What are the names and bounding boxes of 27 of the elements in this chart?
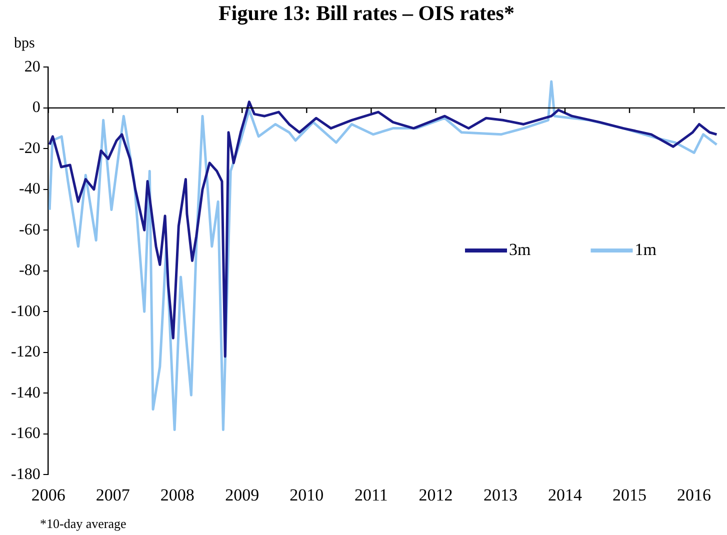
y-tick-label: -100 <box>11 302 40 320</box>
x-tick-label: 2013 <box>483 485 518 504</box>
y-tick-label: -140 <box>11 384 40 402</box>
x-tick-label: 2014 <box>548 485 582 504</box>
x-tick-label: 2016 <box>677 485 712 504</box>
text: *10-day average <box>40 516 126 531</box>
chart-title: Figure 13: Bill rates – OIS rates* <box>218 1 514 26</box>
legend-label: 1m <box>634 240 656 259</box>
y-tick-label: -160 <box>11 425 40 442</box>
y-tick-label: -60 <box>19 221 40 238</box>
y-tick-label: -20 <box>19 140 40 157</box>
x-tick-label: 2015 <box>612 485 647 504</box>
x-tick-label: 2007 <box>96 485 130 504</box>
x-tick-label: 2006 <box>31 485 66 504</box>
x-tick-label: 2009 <box>225 485 260 504</box>
y-axis-title: bps <box>14 36 35 52</box>
x-tick-label: 2012 <box>418 485 453 504</box>
y-tick-label: 20 <box>24 58 40 76</box>
y-tick-label: -40 <box>19 180 40 198</box>
x-tick-label: 2008 <box>160 485 194 504</box>
y-tick-label: -120 <box>11 344 40 361</box>
y-tick-label: -180 <box>11 466 40 483</box>
y-tick-label: 0 <box>32 99 40 116</box>
legend-label: 3m <box>509 240 531 259</box>
y-tick-label: -80 <box>19 262 40 280</box>
x-tick-label: 2010 <box>290 485 324 504</box>
x-tick-label: 2011 <box>354 485 388 504</box>
